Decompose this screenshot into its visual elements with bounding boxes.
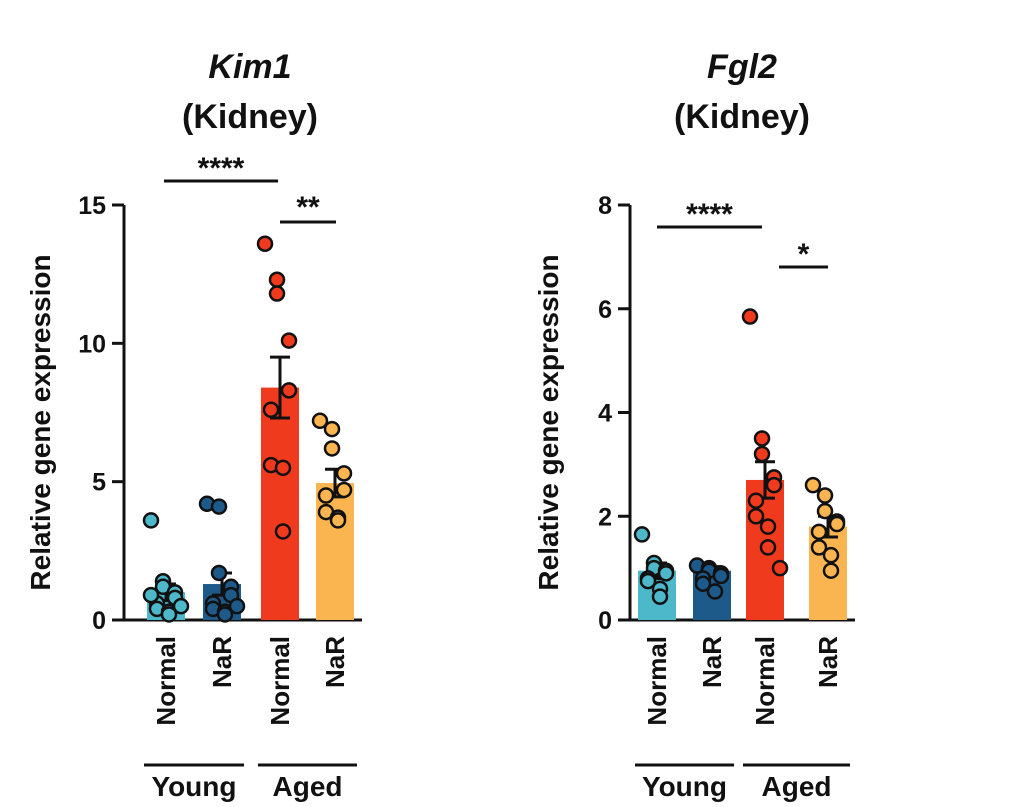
- group-label: Young: [151, 771, 236, 802]
- chart-title: Fgl2: [707, 48, 777, 86]
- bar: [261, 387, 299, 620]
- data-point: [657, 565, 675, 582]
- data-point: [280, 382, 298, 399]
- data-point: [329, 512, 347, 529]
- data-point: [741, 308, 759, 325]
- significance-label: ****: [198, 152, 245, 185]
- data-point: [274, 459, 292, 477]
- data-point: [210, 498, 228, 515]
- data-point: [228, 597, 246, 615]
- y-tick-label: 0: [598, 607, 612, 635]
- data-point: [810, 523, 828, 541]
- group-label: Young: [642, 771, 727, 802]
- x-tick-label: NaR: [813, 636, 843, 688]
- significance-label: ****: [686, 198, 733, 231]
- y-tick-label: 2: [598, 503, 612, 531]
- data-point: [804, 476, 822, 494]
- bar: [316, 483, 354, 620]
- data-point: [280, 332, 298, 349]
- y-tick-label: 4: [598, 400, 612, 428]
- chart-subtitle: (Kidney): [182, 98, 318, 136]
- data-point: [323, 420, 341, 438]
- data-point: [747, 508, 765, 525]
- group-label: Aged: [762, 771, 832, 802]
- y-tick-label: 5: [92, 469, 106, 497]
- data-point: [639, 572, 657, 590]
- data-point: [810, 539, 828, 556]
- data-point: [256, 235, 274, 252]
- data-point: [323, 440, 341, 457]
- data-point: [765, 476, 783, 494]
- data-point: [142, 512, 160, 529]
- x-tick-label: NaR: [320, 636, 350, 688]
- significance-label: **: [296, 191, 320, 224]
- x-tick-label: NaR: [697, 636, 727, 688]
- data-point: [262, 401, 280, 418]
- data-point: [816, 502, 834, 520]
- y-tick-label: 0: [92, 607, 106, 635]
- data-point: [311, 412, 329, 430]
- data-point: [759, 539, 777, 556]
- x-tick-label: Normal: [642, 636, 672, 726]
- data-point: [712, 567, 730, 585]
- data-point: [747, 492, 765, 509]
- data-point: [335, 465, 353, 482]
- data-point: [771, 559, 789, 577]
- data-point: [268, 271, 286, 288]
- y-tick-label: 10: [78, 330, 106, 358]
- data-point: [274, 523, 292, 540]
- data-point: [160, 606, 178, 623]
- group-label: Aged: [273, 771, 343, 802]
- chart-panel-2: Fgl2 (Kidney) Relative gene expression 0 2 4 6…: [533, 48, 855, 802]
- data-point: [172, 597, 190, 615]
- data-point: [694, 575, 712, 592]
- data-point: [216, 606, 234, 623]
- chart-title: Kim1: [208, 48, 291, 86]
- data-point: [822, 546, 840, 564]
- data-point: [753, 430, 771, 447]
- data-point: [828, 515, 846, 533]
- data-point: [651, 588, 669, 605]
- y-tick-label: 8: [598, 192, 612, 220]
- data-point: [816, 487, 834, 504]
- data-point: [753, 445, 771, 463]
- y-axis-label: Relative gene expression: [25, 254, 56, 590]
- data-point: [268, 285, 286, 302]
- x-tick-label: Normal: [151, 636, 181, 726]
- significance-label: *: [798, 238, 810, 271]
- data-point: [706, 583, 724, 600]
- data-point: [142, 586, 160, 604]
- data-point: [210, 564, 228, 582]
- data-point: [822, 562, 840, 579]
- data-point: [633, 526, 651, 543]
- chart-subtitle: (Kidney): [674, 98, 810, 136]
- y-tick-label: 6: [598, 296, 612, 324]
- y-tick-label: 15: [78, 192, 106, 220]
- x-tick-label: NaR: [207, 636, 237, 688]
- chart-panel-1: Kim1 (Kidney) Relative gene expression 0 5 10…: [25, 48, 362, 802]
- data-point: [335, 481, 353, 499]
- y-axis-label: Relative gene expression: [533, 254, 564, 590]
- x-tick-label: Normal: [265, 636, 295, 726]
- x-tick-label: Normal: [750, 636, 780, 726]
- data-point: [759, 518, 777, 535]
- data-point: [317, 487, 335, 504]
